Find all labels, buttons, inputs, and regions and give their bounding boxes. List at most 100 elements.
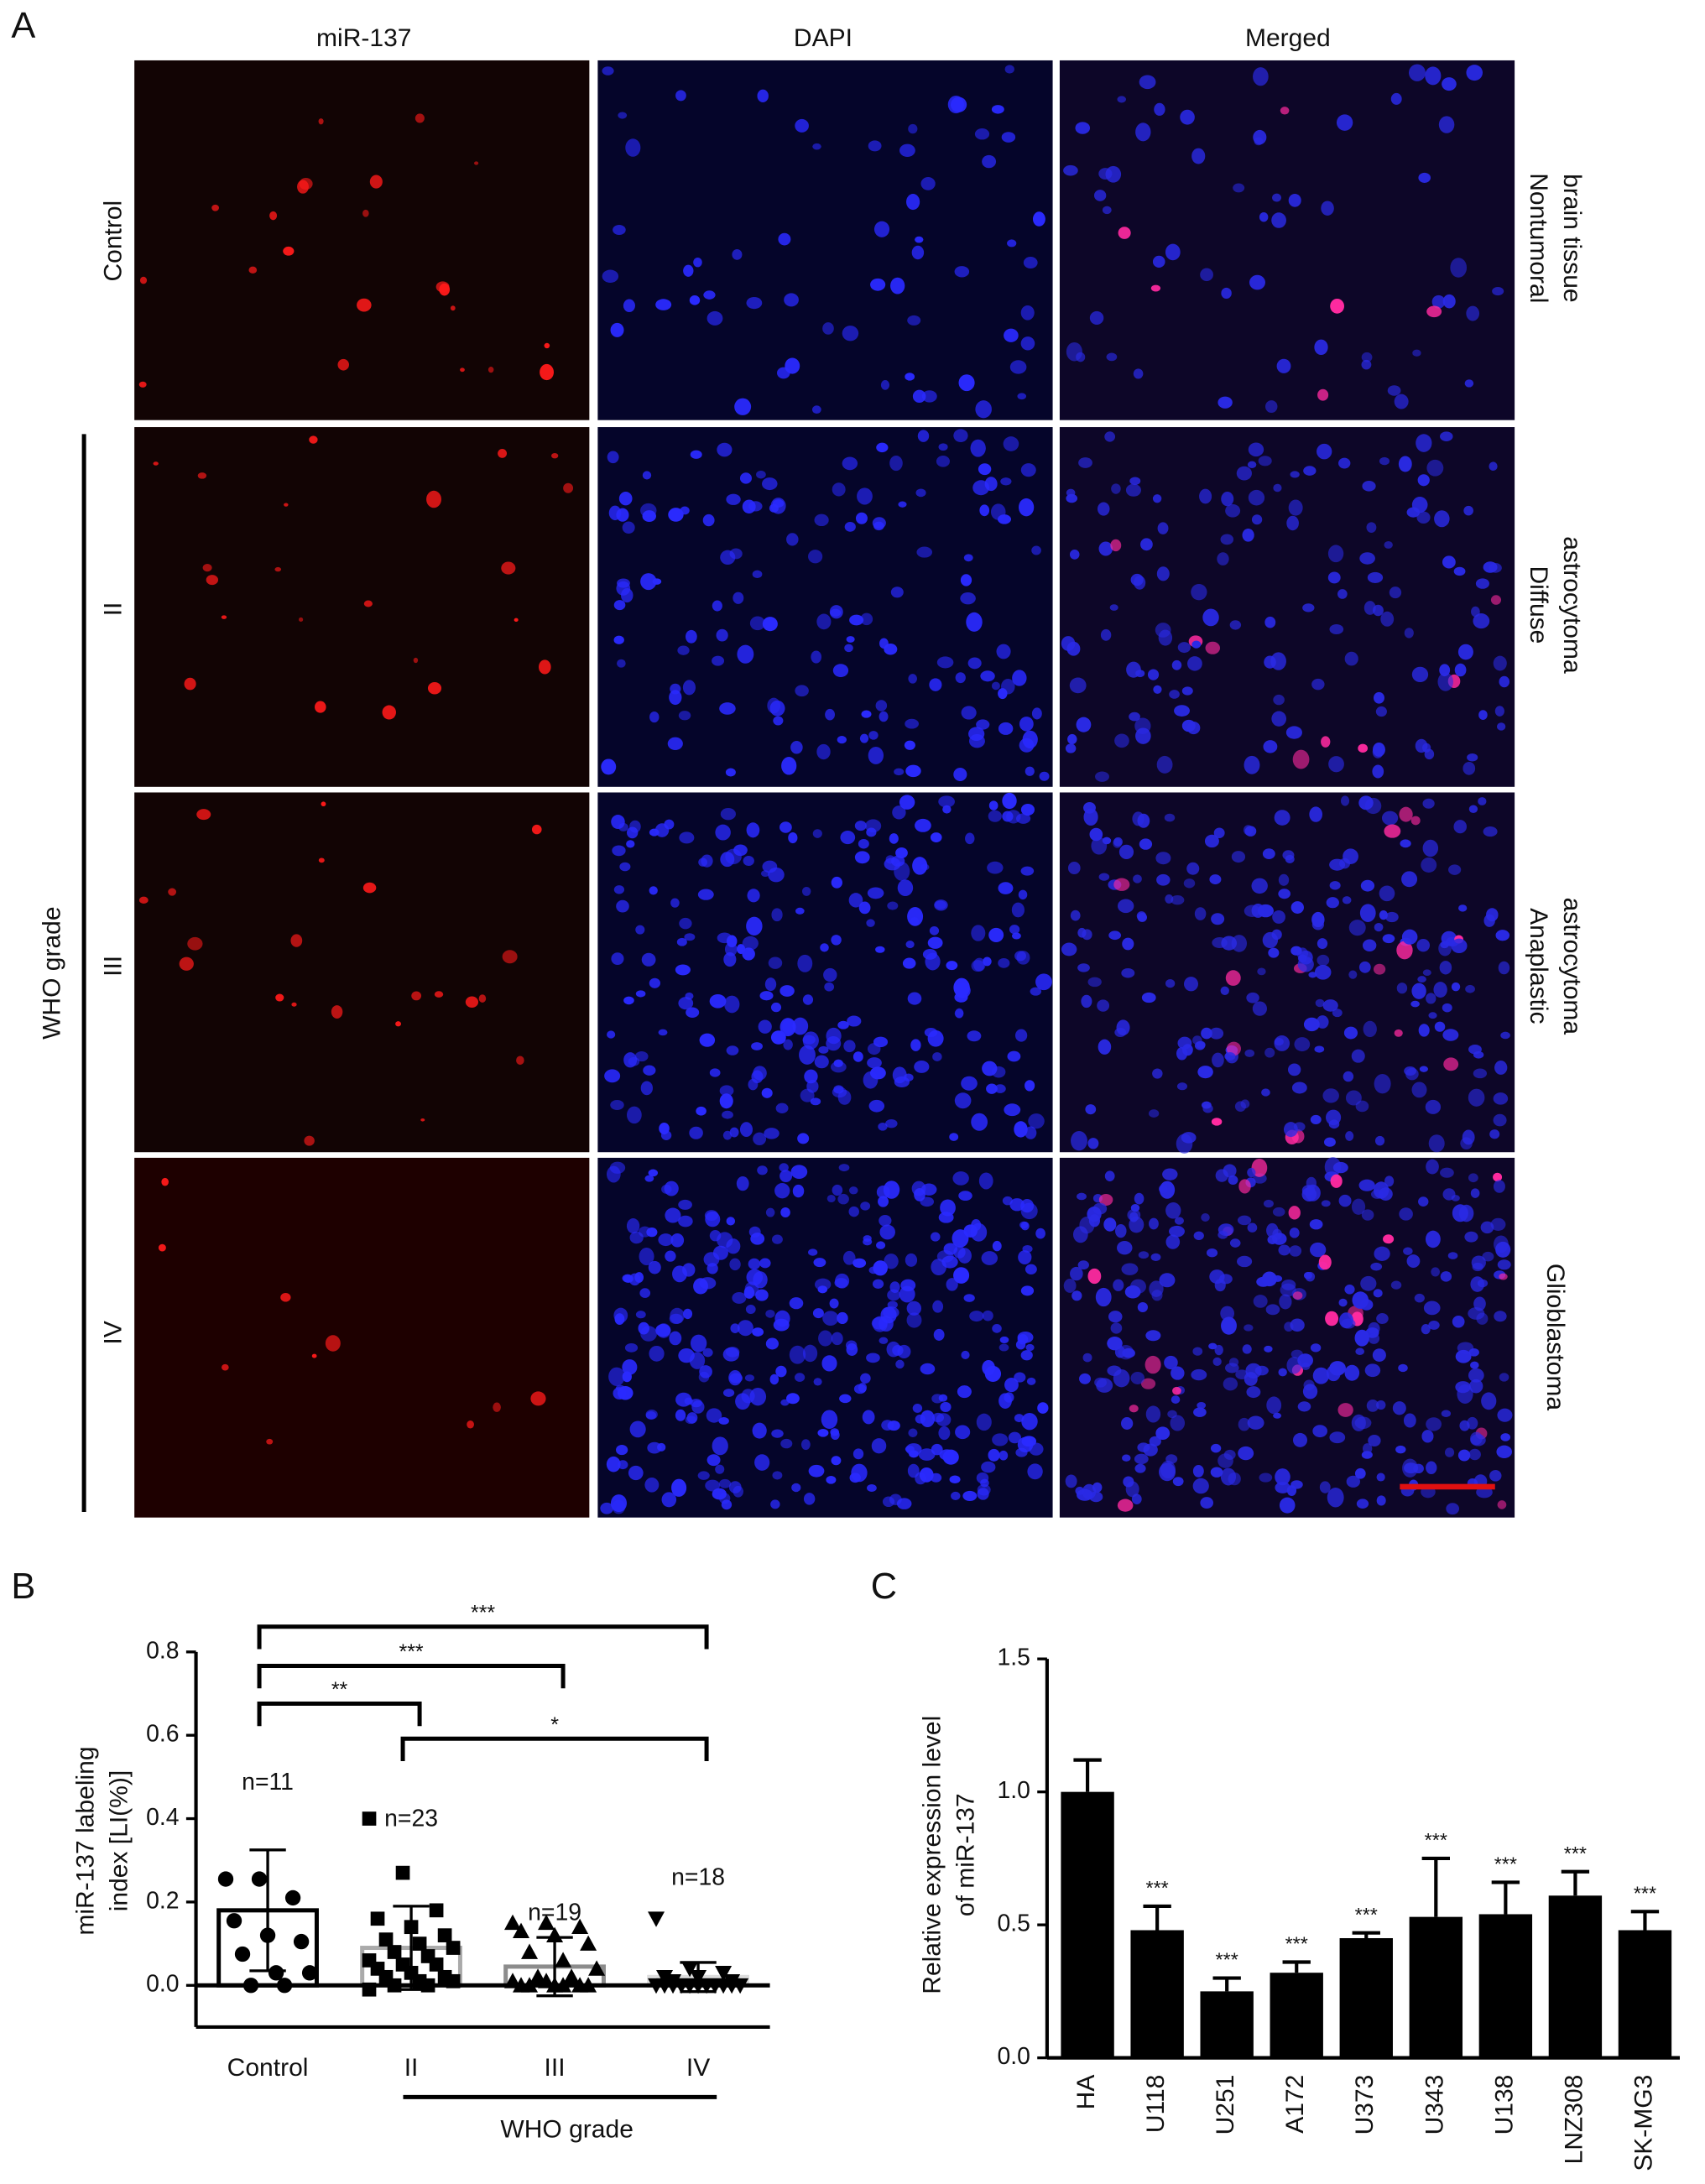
cell [1425,1230,1441,1248]
cell [1200,268,1213,282]
cell [743,1286,755,1299]
cell [887,1420,900,1431]
cell [1404,628,1414,639]
cell [613,885,625,894]
cell [661,1184,672,1194]
cell [811,650,822,664]
cell [669,1313,683,1325]
cell [665,1207,681,1223]
cell [1470,1431,1483,1446]
cell [769,700,785,717]
cell [998,722,1014,735]
cell [1214,1344,1223,1356]
cell [734,398,752,415]
cell [712,1436,728,1456]
cell [1092,1202,1108,1215]
cell [1247,1222,1258,1233]
cell [1425,1099,1442,1114]
cell [1220,986,1229,996]
cell [1264,1345,1273,1353]
cell [954,266,970,278]
cell [958,374,975,392]
cell [1401,929,1418,945]
cell [889,455,903,472]
cell [1019,738,1035,753]
cell [1258,456,1272,467]
cell [1340,795,1350,806]
cell [804,1069,818,1084]
cell [752,1327,764,1337]
cell [1249,274,1265,290]
cell [613,1307,628,1323]
cell [1124,1285,1141,1299]
cell [1212,1357,1222,1366]
cell [1257,967,1266,976]
cell [724,995,740,1014]
data-point [226,1913,242,1929]
cell [465,996,479,1009]
significance-bracket [257,1664,566,1689]
significance-label: *** [1216,1949,1238,1971]
cell [1213,827,1225,839]
cell [1489,1469,1502,1482]
cell [1462,1129,1475,1145]
cell [933,1328,945,1341]
cell [746,1269,764,1285]
x-tick-label: U343 [1421,2075,1448,2135]
cell [1153,685,1162,694]
cell [1399,1207,1413,1221]
cell [831,935,842,946]
data-point [656,1969,674,1986]
cell [932,1300,944,1313]
cell [1138,1251,1150,1259]
cell [998,688,1008,700]
cell [689,1352,706,1369]
cell [915,1472,927,1485]
x-tick-label: LNZ308 [1560,2075,1588,2165]
cell [1451,982,1461,992]
cell [618,1460,628,1470]
cell [746,296,763,310]
cell [757,1165,768,1175]
cell [197,472,207,479]
cell [1402,1458,1418,1478]
y-tick-label: 0.0 [997,2043,1030,2070]
cell [690,1334,707,1353]
cell [863,1238,873,1246]
cell [1026,1377,1036,1385]
column-header: DAPI [794,24,852,52]
cell [642,471,652,480]
cell [736,1175,749,1191]
cell [897,1344,911,1358]
cell [1087,977,1102,988]
cell [898,501,907,508]
cell [1220,1467,1237,1486]
cell [1450,258,1468,278]
cell [648,1169,659,1177]
cell [1000,477,1012,486]
cell [875,700,888,711]
cell [907,315,921,326]
cell [1394,1029,1403,1037]
cell [682,1263,696,1277]
cell [1229,620,1242,630]
cell [427,681,442,695]
cell [765,1337,779,1350]
cell [748,1078,759,1091]
cell [439,283,451,296]
cell [858,1383,868,1393]
cell [849,1473,861,1483]
cell [978,463,992,476]
cell [613,600,626,611]
significance-bracket [257,1702,422,1727]
cell [915,488,926,498]
cell [1379,885,1395,902]
cell [762,617,778,632]
cell [1396,941,1413,960]
cell [1274,1037,1284,1046]
cell [1338,1194,1352,1207]
cell [551,452,559,459]
cell [1411,497,1428,513]
cell [889,1281,900,1294]
cell [1321,201,1334,216]
